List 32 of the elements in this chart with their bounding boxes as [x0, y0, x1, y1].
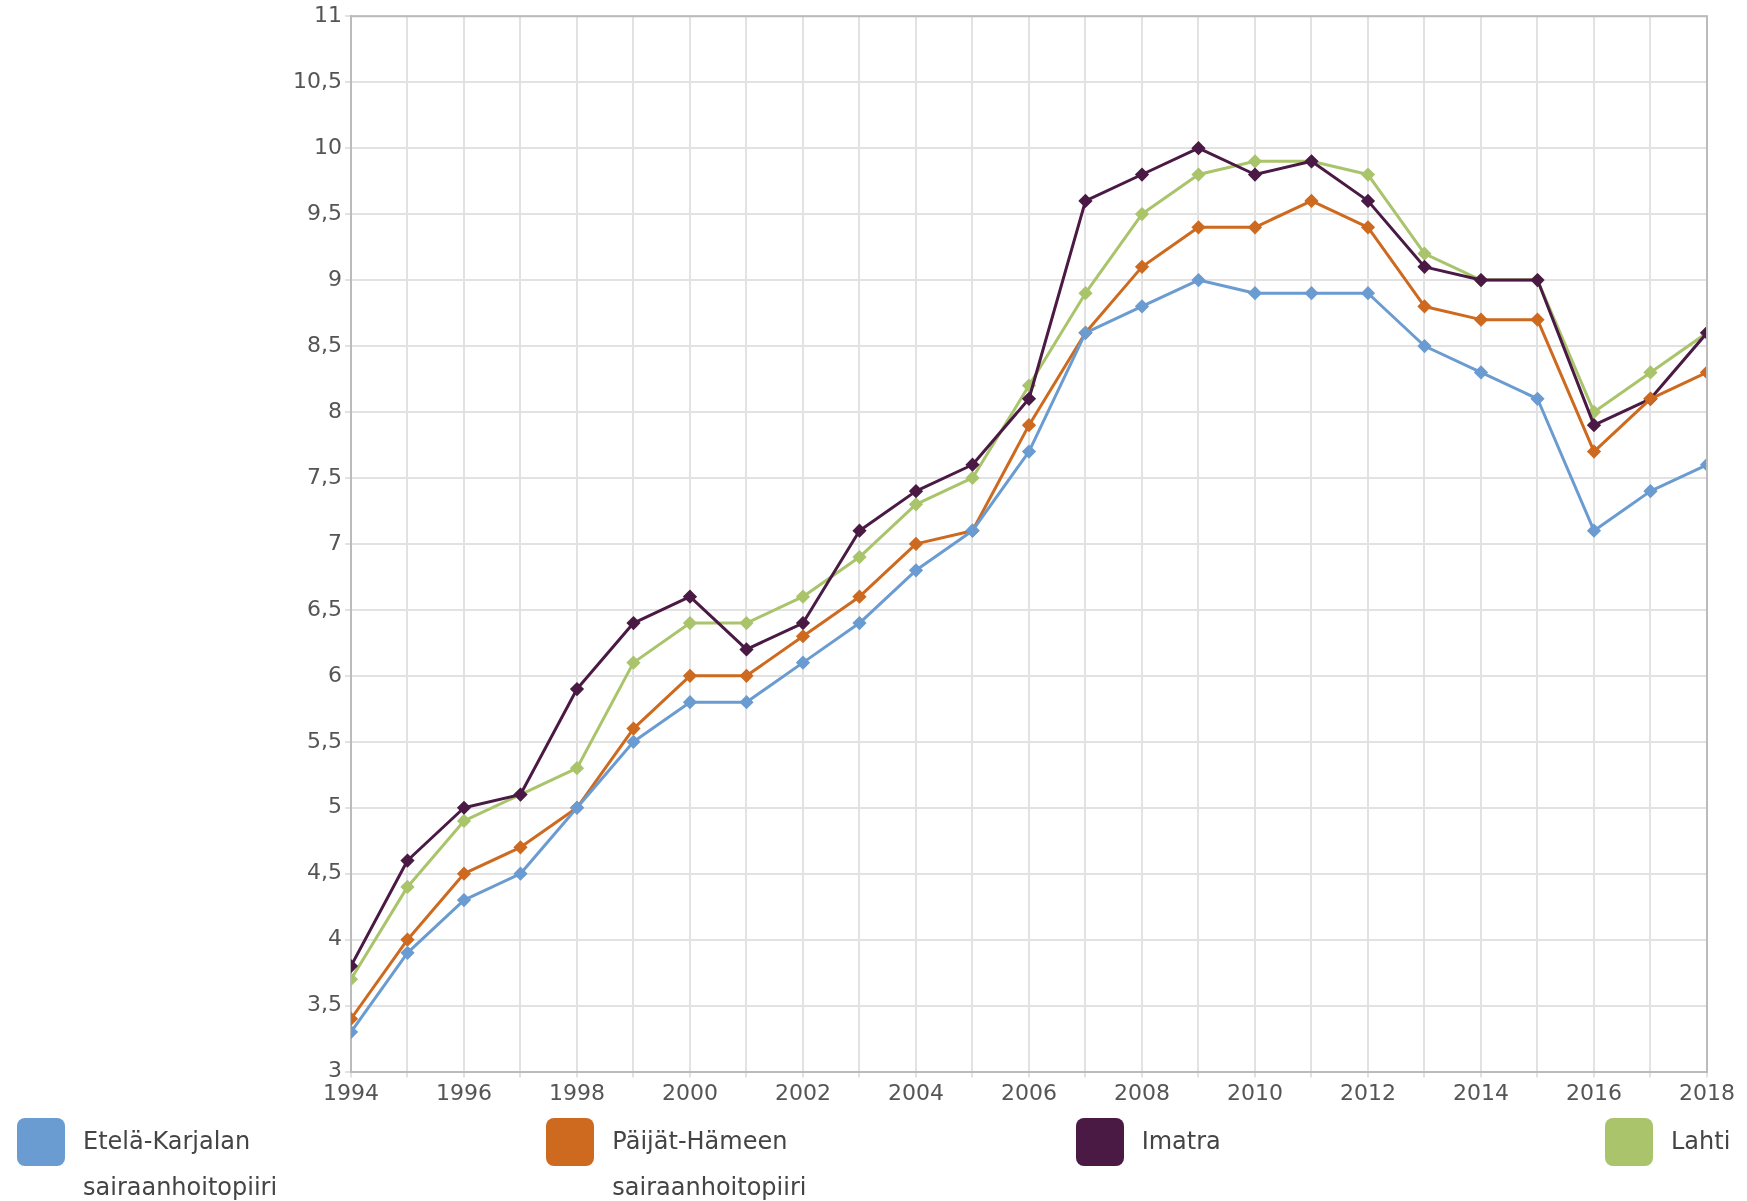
x-tick-label: 2014: [1453, 1079, 1509, 1105]
x-tick-label: 2012: [1340, 1079, 1396, 1105]
y-tick-label: 6: [327, 661, 342, 687]
legend-label: Päijät-Hämeen sairaanhoitopiiri: [612, 1126, 808, 1201]
y-tick-label: 5: [327, 793, 342, 819]
y-tick-label: 5,5: [306, 727, 342, 753]
x-tick-label: 2002: [774, 1079, 831, 1105]
x-tick-label: 2010: [1226, 1079, 1283, 1105]
y-tick-label: 8: [327, 397, 342, 423]
x-tick-label: 2018: [1679, 1079, 1735, 1105]
legend-label: Imatra: [1141, 1126, 1222, 1157]
legend-label: Lahti: [1671, 1126, 1732, 1157]
x-tick-label: 2000: [661, 1079, 718, 1105]
y-tick-label: 10: [313, 133, 342, 159]
legend-label: Etelä-Karjalan sairaanhoitopiiri: [83, 1126, 279, 1201]
x-tick-label: 2004: [887, 1079, 944, 1105]
y-tick-label: 6,5: [306, 595, 342, 621]
y-tick-label: 7: [327, 529, 342, 555]
y-tick-label: 4: [327, 925, 342, 951]
y-tick-label: 9,5: [306, 199, 342, 225]
x-tick-label: 2016: [1566, 1079, 1622, 1105]
x-tick-label: 2006: [1000, 1079, 1057, 1105]
y-tick-label: 9: [327, 265, 342, 291]
y-tick-label: 10,5: [293, 67, 342, 93]
y-tick-label: 11: [313, 1, 342, 27]
x-tick-label: 1996: [435, 1079, 492, 1105]
y-tick-label: 3,5: [306, 991, 342, 1017]
x-tick-label: 1998: [548, 1079, 605, 1105]
x-tick-label: 2008: [1113, 1079, 1170, 1105]
y-tick-label: 4,5: [306, 859, 342, 885]
y-tick-label: 7,5: [306, 463, 342, 489]
y-tick-label: 8,5: [306, 331, 342, 357]
